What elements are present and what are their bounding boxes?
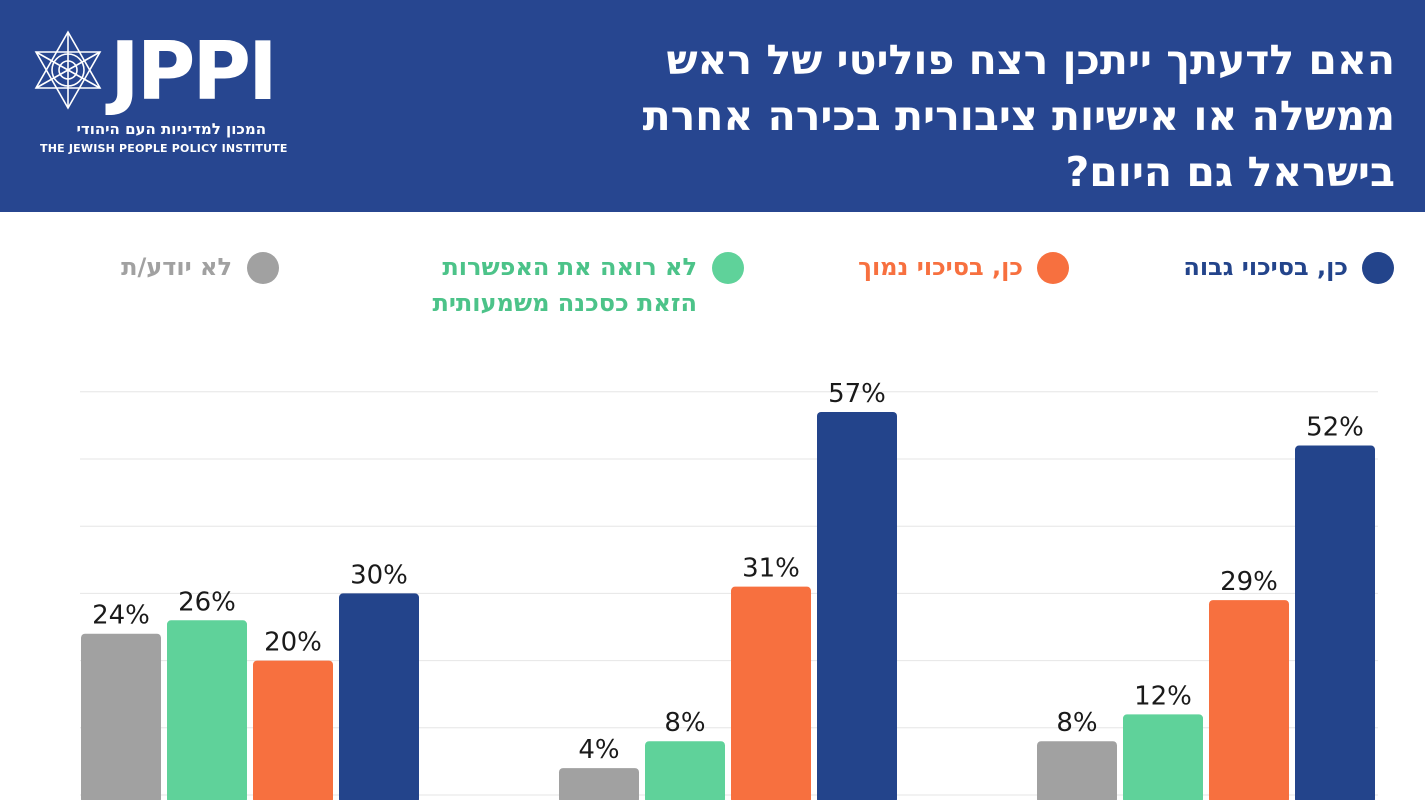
bar-low-risk-group-1 — [253, 660, 333, 800]
star-of-david-icon — [34, 30, 102, 110]
data-label-low-risk-group-2: 31% — [742, 554, 800, 584]
bars-layer — [81, 411, 1375, 800]
logo-wordmark: JPPI — [110, 25, 278, 118]
data-label-not-danger-group-1: 26% — [178, 587, 236, 617]
legend-swatch-not-danger — [712, 252, 744, 284]
data-label-dont-know-group-2: 4% — [578, 735, 619, 765]
legend-swatch-dont-know — [247, 252, 279, 284]
data-label-low-risk-group-1: 20% — [264, 628, 322, 658]
legend-label-high-risk: כן, בסיכוי גבוה — [1183, 253, 1348, 281]
bar-high-risk-group-1 — [339, 593, 419, 800]
data-labels-layer: 24% 26% 20% 30% 4% 8% 31% 57% 8% 12% 29% 52% — [92, 379, 1364, 765]
data-label-high-risk-group-2: 57% — [828, 379, 886, 409]
legend-swatch-low-risk — [1037, 252, 1069, 284]
data-label-dont-know-group-1: 24% — [92, 601, 150, 631]
logo-hebrew-name: המכון למדיניות העם היהודי — [76, 120, 266, 138]
data-label-high-risk-group-3: 52% — [1306, 413, 1364, 443]
legend-label-not-danger-line-1: לא רואה את האפשרות — [442, 253, 697, 281]
data-label-low-risk-group-3: 29% — [1220, 567, 1278, 597]
legend-swatch-high-risk — [1362, 252, 1394, 284]
bar-low-risk-group-2 — [731, 586, 811, 800]
bar-not-danger-group-3 — [1123, 714, 1203, 800]
bar-chart: 24% 26% 20% 30% 4% 8% 31% 57% 8% 12% 29% 52% — [80, 379, 1378, 800]
bar-high-risk-group-3 — [1295, 445, 1375, 800]
jppi-logo: JPPI המכון למדיניות העם היהודי THE JEWIS… — [30, 28, 288, 168]
data-label-not-danger-group-2: 8% — [664, 708, 705, 738]
legend-label-low-risk: כן, בסיכוי נמוך — [858, 253, 1023, 281]
bar-dont-know-group-3 — [1037, 741, 1117, 800]
legend-label-not-danger-line-2: הזאת כסכנה משמעותית — [432, 289, 697, 317]
legend-label-dont-know: לא יודע/ת — [121, 253, 232, 281]
chart-title-line-1: האם לדעתך ייתכן רצח פוליטי של ראש — [666, 36, 1395, 84]
header-banner: JPPI המכון למדיניות העם היהודי THE JEWIS… — [0, 0, 1425, 212]
bar-high-risk-group-2 — [817, 411, 897, 800]
bar-not-danger-group-1 — [167, 620, 247, 800]
chart-title: האם לדעתך ייתכן רצח פוליטי של ראש ממשלה … — [385, 32, 1395, 200]
bar-dont-know-group-1 — [81, 633, 161, 800]
data-label-high-risk-group-1: 30% — [350, 560, 408, 590]
bar-low-risk-group-3 — [1209, 600, 1289, 800]
chart-title-line-3: בישראל גם היום? — [1065, 148, 1395, 196]
bar-dont-know-group-2 — [559, 768, 639, 800]
data-label-not-danger-group-3: 12% — [1134, 681, 1192, 711]
logo-english-name: THE JEWISH PEOPLE POLICY INSTITUTE — [40, 142, 288, 155]
chart-title-line-2: ממשלה או אישיות ציבורית בכירה אחרת — [642, 92, 1395, 140]
chart-legend: כן, בסיכוי גבוה כן, בסיכוי נמוך לא רואה … — [0, 248, 1425, 328]
data-label-dont-know-group-3: 8% — [1056, 708, 1097, 738]
bar-not-danger-group-2 — [645, 741, 725, 800]
